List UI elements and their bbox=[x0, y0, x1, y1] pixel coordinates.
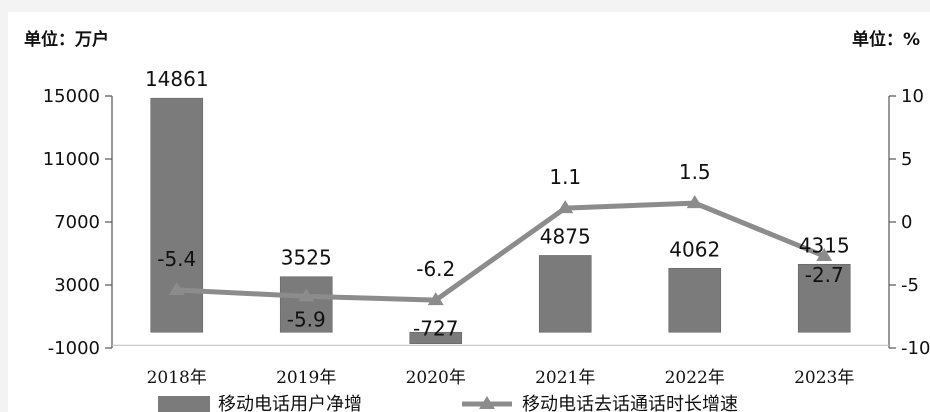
bar bbox=[797, 263, 851, 333]
legend-bar-label: 移动电话用户净增 bbox=[218, 394, 362, 412]
line-marker bbox=[427, 292, 444, 306]
line-value-label: -5.9 bbox=[287, 307, 326, 331]
legend-line-marker bbox=[479, 396, 495, 409]
bar-value-label: 4875 bbox=[540, 224, 591, 248]
line-value-label: -5.4 bbox=[157, 247, 196, 271]
data-labels: 14861 3525 -727 4875 4062 4315 -5.4 -5.9 -6.2 1.1… bbox=[145, 67, 850, 341]
x-tick-label: 2019年 bbox=[276, 368, 336, 388]
right-tick-label: -5 bbox=[901, 275, 919, 296]
left-tick-label: 7000 bbox=[54, 212, 100, 233]
bar-value-label: 4062 bbox=[669, 237, 720, 261]
right-tick-label: 5 bbox=[901, 149, 912, 170]
left-tick-label: 11000 bbox=[43, 149, 100, 170]
left-unit-label: 单位：万户 bbox=[24, 29, 109, 50]
line-value-label: 1.1 bbox=[549, 165, 581, 189]
bar-value-label: -727 bbox=[413, 317, 458, 341]
bar-series bbox=[150, 97, 851, 345]
line-marker bbox=[298, 288, 315, 302]
line-marker bbox=[686, 195, 703, 209]
bar bbox=[668, 267, 722, 333]
bar-value-label: 3525 bbox=[281, 246, 332, 270]
right-tick-label: 10 bbox=[901, 86, 924, 107]
axes-group: 15000 11000 7000 3000 -1000 10 5 0 -5 -10 2018年 201… bbox=[43, 86, 930, 388]
left-tick-label: -1000 bbox=[48, 338, 100, 359]
line-marker bbox=[816, 248, 833, 262]
bar bbox=[150, 97, 204, 333]
line-marker bbox=[168, 282, 185, 296]
line-value-label: 1.5 bbox=[679, 160, 711, 184]
x-tick-label: 2021年 bbox=[535, 368, 595, 388]
bar-value-label: 14861 bbox=[145, 67, 209, 91]
legend-bar-swatch bbox=[158, 396, 210, 412]
x-tick-label: 2023年 bbox=[794, 368, 854, 388]
x-tick-label: 2022年 bbox=[665, 368, 725, 388]
bar-value-label: 4315 bbox=[799, 233, 850, 257]
bar bbox=[538, 255, 592, 333]
line-value-label: -2.7 bbox=[805, 263, 844, 287]
right-unit-label: 单位：% bbox=[852, 29, 920, 50]
left-tick-label: 3000 bbox=[54, 275, 100, 296]
right-tick-label: 0 bbox=[901, 212, 912, 233]
bar bbox=[279, 276, 333, 333]
line-marker bbox=[557, 200, 574, 214]
right-tick-label: -10 bbox=[901, 338, 930, 359]
x-tick-label: 2020年 bbox=[406, 368, 466, 388]
line-value-label: -6.2 bbox=[416, 257, 455, 281]
legend: 移动电话用户净增 移动电话去话通话时长增速 bbox=[158, 394, 738, 412]
line-series bbox=[168, 195, 833, 306]
legend-line-label: 移动电话去话通话时长增速 bbox=[522, 394, 738, 412]
left-tick-label: 15000 bbox=[43, 86, 100, 107]
bar bbox=[409, 331, 463, 345]
line-path bbox=[176, 200, 826, 303]
x-tick-label: 2018年 bbox=[147, 368, 207, 388]
